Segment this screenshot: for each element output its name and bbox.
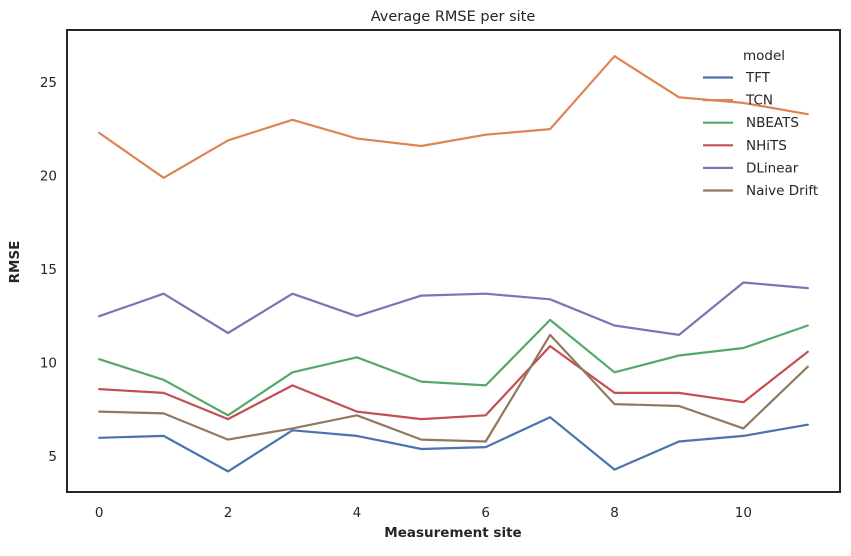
y-tick-label: 20 <box>40 168 57 184</box>
legend-label-dlinear: DLinear <box>746 160 799 176</box>
x-tick-label: 6 <box>481 505 490 521</box>
legend-label-nhits: NHiTS <box>746 138 787 154</box>
legend-label-naive-drift: Naive Drift <box>746 183 818 199</box>
y-axis-label: RMSE <box>7 241 23 284</box>
series-line-nbeats <box>98 318 809 417</box>
x-tick-label: 2 <box>224 505 233 521</box>
x-tick-label: 4 <box>353 505 362 521</box>
x-tick-label: 8 <box>610 505 619 521</box>
legend-label-nbeats: NBEATS <box>746 115 799 131</box>
legend-label-tft: TFT <box>745 70 771 86</box>
y-tick-label: 5 <box>48 449 57 465</box>
x-axis-label: Measurement site <box>384 525 521 541</box>
x-tick-label: 10 <box>735 505 752 521</box>
series-line-tcn <box>98 55 809 179</box>
plot-frame <box>66 29 841 493</box>
legend-label-tcn: TCN <box>745 93 773 109</box>
legend-title: model <box>743 48 785 64</box>
x-tick-label: 0 <box>95 505 104 521</box>
series-line-naive-drift <box>98 333 809 443</box>
chart-title: Average RMSE per site <box>371 9 536 25</box>
y-tick-label: 15 <box>40 262 57 278</box>
series-line-dlinear <box>98 281 809 336</box>
series-line-tft <box>98 416 809 473</box>
y-tick-label: 25 <box>40 75 57 91</box>
series-line-nhits <box>98 345 809 421</box>
y-tick-label: 10 <box>40 355 57 371</box>
